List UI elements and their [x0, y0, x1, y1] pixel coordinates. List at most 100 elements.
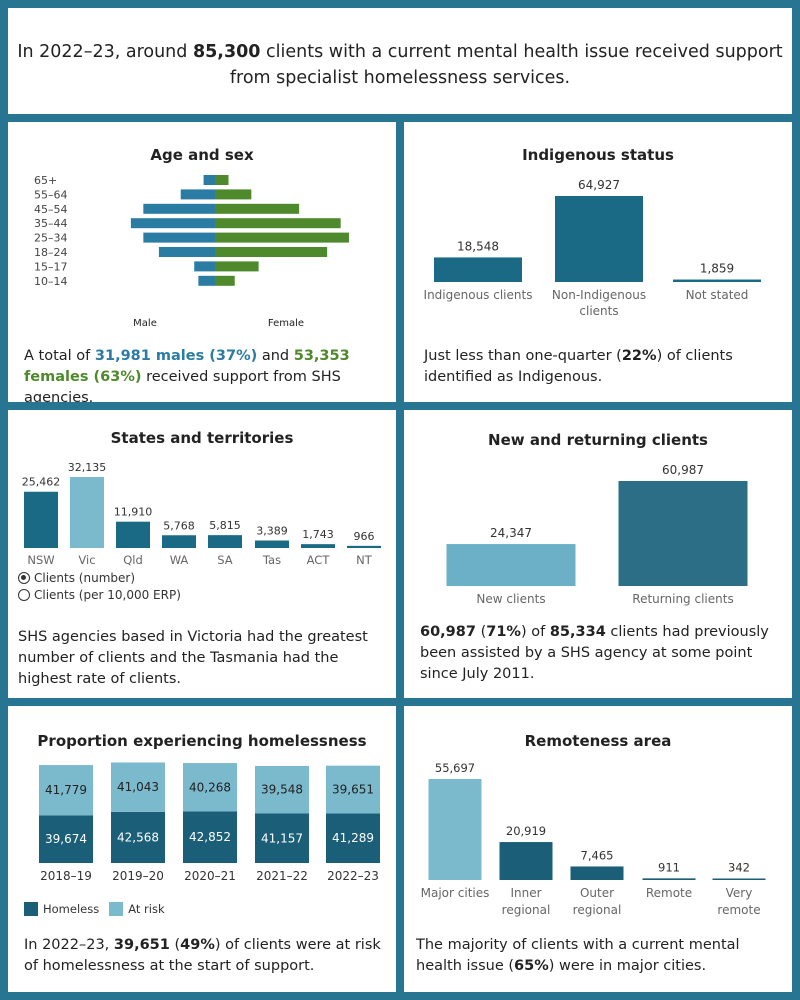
- bar-female: [215, 175, 229, 185]
- homelessness-chart: 39,674 41,779 2018–19 42,568 41,043 2019–20 42…: [39, 762, 380, 883]
- data-label: 64,927: [578, 178, 620, 192]
- age-tick-label: 65+: [34, 174, 57, 187]
- category-label: ACT: [307, 553, 331, 567]
- bar-indigenous: [434, 257, 522, 282]
- homelessness-summary: In 2022–23, 39,651 (49%) of clients were…: [24, 935, 392, 977]
- category-label: Very: [726, 886, 753, 900]
- category-label: Outer: [580, 886, 614, 900]
- bar-state: [116, 521, 150, 548]
- category-label: Qld: [123, 553, 143, 567]
- category-label: Non-Indigenous: [552, 288, 646, 302]
- data-label-at-risk: 41,779: [45, 783, 87, 797]
- data-label: 60,987: [662, 463, 704, 477]
- data-label-at-risk: 41,043: [117, 780, 159, 794]
- summary-bold: 85,334: [549, 624, 606, 640]
- summary-text: received support from SHS agencies.: [24, 369, 341, 402]
- radio-clients-number[interactable]: Clients (number): [18, 571, 135, 585]
- summary-text: Just less than one-quarter (: [424, 348, 622, 364]
- data-label: 911: [658, 860, 680, 874]
- indigenous-panel: Indigenous status 18,548 Indigenous clien…: [404, 122, 792, 402]
- category-label: clients: [579, 304, 618, 318]
- bar-female: [215, 247, 328, 257]
- category-label: regional: [573, 903, 622, 917]
- bar-state: [255, 540, 289, 548]
- axis-label-male: Male: [133, 318, 157, 329]
- summary-text: ) were in major cities.: [548, 958, 707, 974]
- states-panel: States and territories 25,462 NSW 32,135 Vi…: [8, 410, 396, 698]
- indigenous-summary: Just less than one-quarter (22%) of clie…: [424, 346, 764, 388]
- category-label: 2020–21: [184, 869, 236, 883]
- category-label: Tas: [262, 553, 281, 567]
- bar-state: [347, 545, 381, 548]
- bar-clients: [618, 481, 748, 586]
- states-summary: SHS agencies based in Victoria had the g…: [18, 629, 368, 687]
- bar-indigenous: [673, 279, 761, 282]
- homelessness-legend: Homeless At risk: [24, 902, 165, 916]
- homelessness-panel: Proportion experiencing homelessness 39,…: [8, 706, 396, 992]
- bar-male: [203, 175, 215, 185]
- category-label: Vic: [78, 553, 95, 567]
- bar-homeless: [111, 811, 165, 863]
- bar-female: [215, 261, 259, 272]
- data-label: 5,815: [209, 519, 241, 532]
- bar-male: [180, 189, 215, 200]
- bar-male: [143, 232, 215, 243]
- legend-label-at-risk: At risk: [128, 902, 165, 916]
- summary-males: 31,981 males (37%): [94, 348, 258, 364]
- legend-swatch-homeless: [24, 902, 38, 916]
- age-sex-title: Age and sex: [150, 146, 254, 164]
- age-tick-label: 15–17: [34, 260, 68, 273]
- category-label: regional: [502, 903, 551, 917]
- category-label: Remote: [646, 886, 692, 900]
- summary-text: ) of clients identified as Indigenous.: [424, 348, 733, 385]
- data-label-homeless: 39,674: [45, 832, 87, 846]
- header-panel: In 2022–23, around 85,300 clients with a…: [8, 8, 792, 114]
- radio-clients-per-erp[interactable]: Clients (per 10,000 ERP): [18, 588, 181, 602]
- bar-at-risk: [255, 765, 309, 814]
- remoteness-summary: The majority of clients with a current m…: [416, 935, 788, 977]
- radio-button[interactable]: [18, 589, 30, 601]
- data-label-at-risk: 40,268: [189, 780, 231, 794]
- states-chart: 25,462 NSW 32,135 Vic 11,910 Qld 5,768 WA 5,815 S…: [22, 461, 381, 567]
- age-sex-panel: Age and sex 65+ 55–64 45–54 35–44 25–34 18–24…: [8, 122, 396, 402]
- summary-bold: 39,651: [113, 937, 170, 953]
- bar-remoteness: [642, 878, 696, 880]
- category-label: 2018–19: [40, 869, 92, 883]
- summary-bold: 49%: [180, 937, 215, 953]
- data-label-at-risk: 39,651: [332, 783, 374, 797]
- bar-remoteness: [428, 779, 482, 880]
- summary-text: ) of clients were at risk of homelessnes…: [24, 937, 381, 974]
- summary-bold: 60,987: [420, 624, 476, 640]
- summary-text: ) of: [520, 624, 550, 640]
- bar-state: [301, 544, 335, 548]
- summary-text: and: [257, 348, 294, 364]
- remoteness-chart: 55,697 Major cities 20,919 Inner regional 7,4…: [421, 761, 766, 917]
- summary-bold: 22%: [621, 348, 657, 364]
- data-label: 20,919: [506, 824, 546, 838]
- bar-female: [215, 203, 300, 214]
- header-text-part: clients with a current mental health iss…: [260, 42, 783, 62]
- bar-female: [215, 189, 252, 200]
- data-label: 7,465: [581, 848, 614, 862]
- summary-text: (: [475, 624, 487, 640]
- bar-clients: [446, 544, 576, 586]
- bar-male: [130, 218, 215, 229]
- summary-text: clients had previously been assisted by …: [420, 624, 769, 682]
- data-label: 55,697: [435, 761, 475, 775]
- category-label: 2022–23: [327, 869, 379, 883]
- data-label: 24,347: [490, 526, 532, 540]
- category-label: Inner: [510, 886, 541, 900]
- category-label: 2021–22: [256, 869, 308, 883]
- data-label-homeless: 42,852: [189, 830, 231, 844]
- category-label: 2019–20: [112, 869, 164, 883]
- summary-text: In 2022–23,: [24, 937, 114, 953]
- remoteness-title: Remoteness area: [524, 732, 672, 750]
- bar-state: [208, 535, 242, 548]
- radio-label: Clients (number): [34, 571, 136, 585]
- radio-label: Clients (per 10,000 ERP): [34, 588, 181, 602]
- age-sex-summary: A total of 31,981 males (37%) and 53,353…: [24, 346, 384, 402]
- bar-male: [198, 275, 215, 286]
- summary-text: A total of: [24, 348, 95, 364]
- radio-button-selected[interactable]: [18, 572, 30, 584]
- new-returning-title: New and returning clients: [488, 431, 708, 449]
